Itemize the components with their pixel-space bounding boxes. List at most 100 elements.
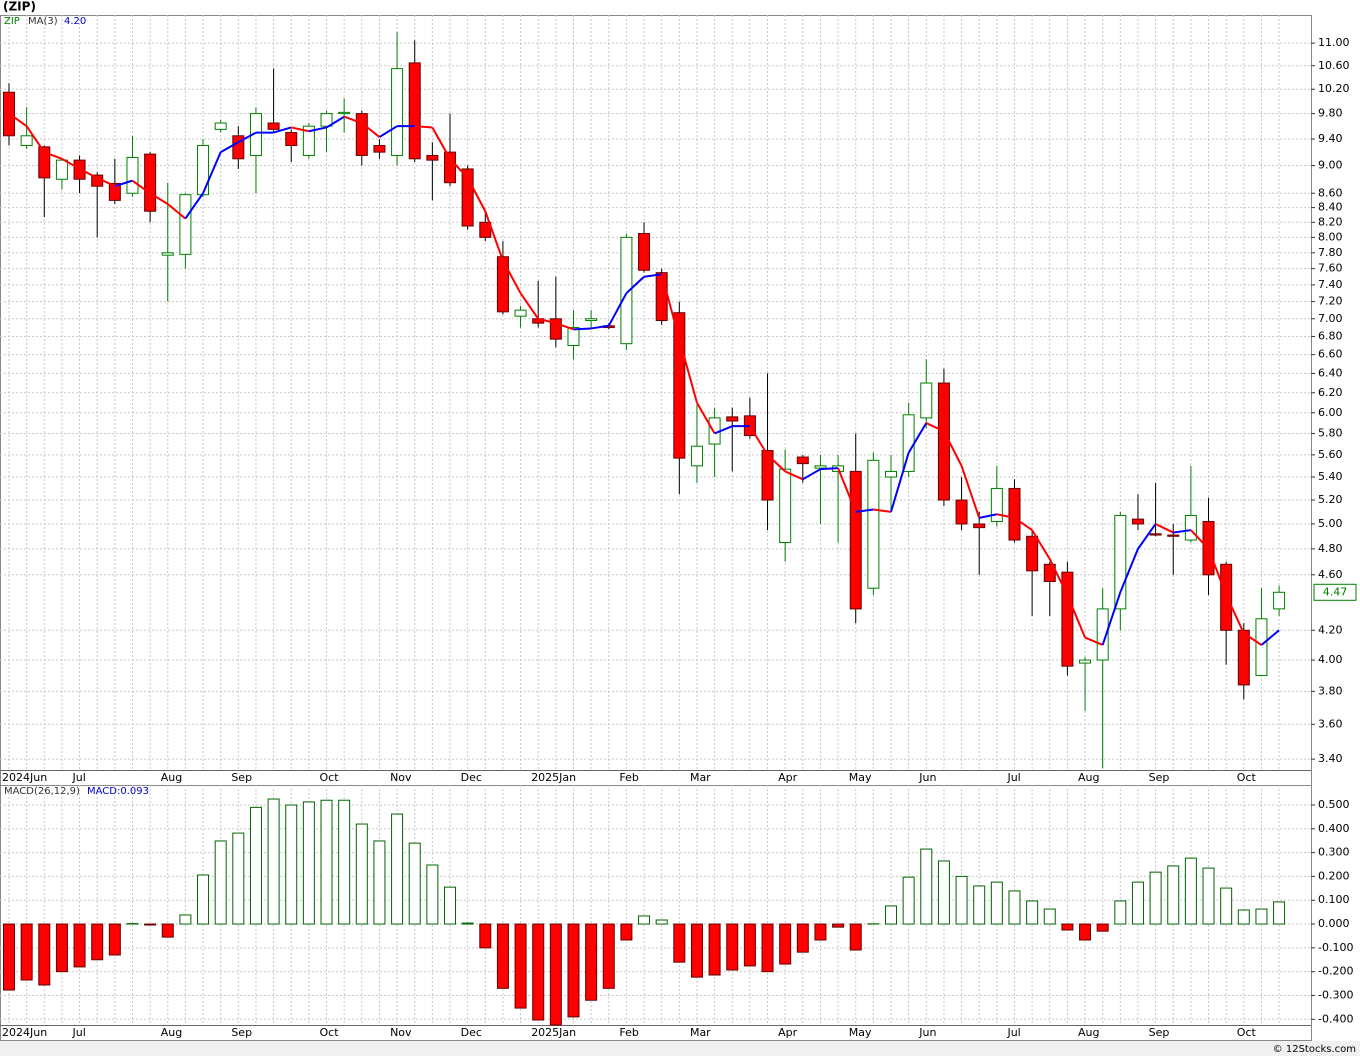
macd-bar	[602, 923, 615, 989]
ma-segment	[643, 273, 662, 278]
ma-segment	[502, 260, 522, 294]
candle-body	[1273, 591, 1286, 610]
macd-bar	[1096, 923, 1109, 932]
candle-body	[1184, 514, 1197, 541]
ma-segment	[466, 177, 487, 212]
macd-bar	[585, 923, 598, 1001]
x-tick-label: Feb	[619, 771, 638, 784]
macd-bar	[496, 923, 509, 989]
y-tick-label: 3.40	[1318, 752, 1343, 765]
ma-segment	[1260, 629, 1280, 646]
macd-bar	[91, 923, 104, 961]
x-tick-label: Aug	[1078, 1026, 1099, 1039]
ma-segment	[1207, 548, 1228, 596]
ma-segment	[25, 125, 46, 153]
x-tick-label: Aug	[1078, 771, 1099, 784]
chart-title: (ZIP)	[3, 0, 36, 14]
x-tick-label: 2024Jun	[2, 1026, 47, 1039]
ma-segment	[925, 422, 945, 433]
macd-bar	[1237, 909, 1250, 925]
ma-segment	[1031, 529, 1051, 560]
macd-bar	[1008, 890, 1021, 925]
ma-segment	[890, 452, 910, 513]
ma-segment	[149, 192, 169, 205]
x-tick-label: Nov	[390, 771, 412, 784]
candle-body	[814, 465, 827, 469]
ma-segment	[326, 115, 345, 129]
candle-body	[567, 327, 580, 346]
y-tick-label: 8.60	[1318, 186, 1343, 199]
ma-segment	[378, 125, 398, 138]
ma-segment	[8, 112, 28, 127]
candle-body	[690, 445, 703, 467]
ma-segment	[960, 465, 981, 519]
macd-bar	[937, 860, 950, 925]
candle-body	[973, 523, 986, 529]
y-tick-label: 4.20	[1318, 623, 1343, 636]
macd-bar	[955, 875, 968, 925]
y-tick-label: 0.200	[1318, 869, 1350, 882]
ma-segment	[749, 425, 769, 456]
legend-symbol: ZIP	[4, 16, 20, 27]
candle-body	[1026, 535, 1039, 572]
candle-body	[514, 309, 527, 317]
candle-body	[391, 68, 404, 156]
x-tick-label: Jul	[1006, 1026, 1020, 1039]
y-tick-label: 6.20	[1318, 386, 1343, 399]
ma-segment	[1155, 523, 1174, 534]
ma-segment	[1013, 517, 1033, 531]
macd-bar	[161, 923, 174, 938]
macd-bar	[690, 923, 703, 978]
ma-segment	[802, 468, 821, 481]
ma-segment	[167, 203, 187, 220]
candle-body	[179, 194, 192, 255]
candle-body	[620, 236, 633, 345]
ma-segment	[837, 467, 857, 513]
y-tick-label: 0.000	[1318, 917, 1350, 930]
candle-body	[549, 318, 562, 340]
macd-bar	[108, 923, 121, 956]
macd-bar	[1061, 923, 1074, 931]
macd-bar	[673, 923, 686, 963]
x-tick-label: Nov	[390, 1026, 412, 1039]
candle-body	[408, 62, 421, 160]
macd-bar	[549, 923, 562, 1026]
macd-bar	[1114, 900, 1127, 925]
candle-body	[55, 159, 68, 180]
macd-bar	[779, 923, 792, 965]
macd-bar	[920, 848, 933, 925]
macd-bar	[55, 923, 68, 973]
legend-ma-name: MA(3)	[28, 16, 58, 27]
y-tick-label: 0.100	[1318, 893, 1350, 906]
y-tick-label: -0.300	[1318, 988, 1353, 1001]
macd-bar	[1220, 887, 1233, 925]
candle-body	[1237, 629, 1250, 686]
x-tick-label: May	[849, 1026, 872, 1039]
macd-bar	[849, 923, 862, 951]
ma-segment	[308, 126, 327, 133]
macd-bar	[1026, 900, 1039, 925]
macd-bar	[408, 842, 421, 925]
macd-bar	[708, 923, 721, 976]
ma-segment	[343, 115, 363, 124]
macd-bar	[1202, 867, 1215, 925]
macd-bar	[620, 923, 633, 941]
x-tick-label: Feb	[619, 1026, 638, 1039]
macd-bar	[320, 799, 333, 925]
x-tick-label: Dec	[461, 1026, 482, 1039]
macd-bar	[973, 885, 986, 925]
x-tick-label: Sep	[1149, 771, 1170, 784]
candle-body	[990, 487, 1003, 523]
ma-segment	[625, 275, 645, 294]
y-tick-label: 5.80	[1318, 426, 1343, 439]
ma-segment	[43, 151, 63, 160]
macd-bar	[532, 923, 545, 1021]
candle-body	[444, 151, 456, 184]
candle-body	[1079, 659, 1092, 664]
ma-segment	[1243, 632, 1262, 646]
candle-body	[38, 146, 51, 179]
y-tick-label: 6.80	[1318, 329, 1343, 342]
macd-bar	[655, 919, 668, 925]
candle-body	[955, 499, 968, 525]
